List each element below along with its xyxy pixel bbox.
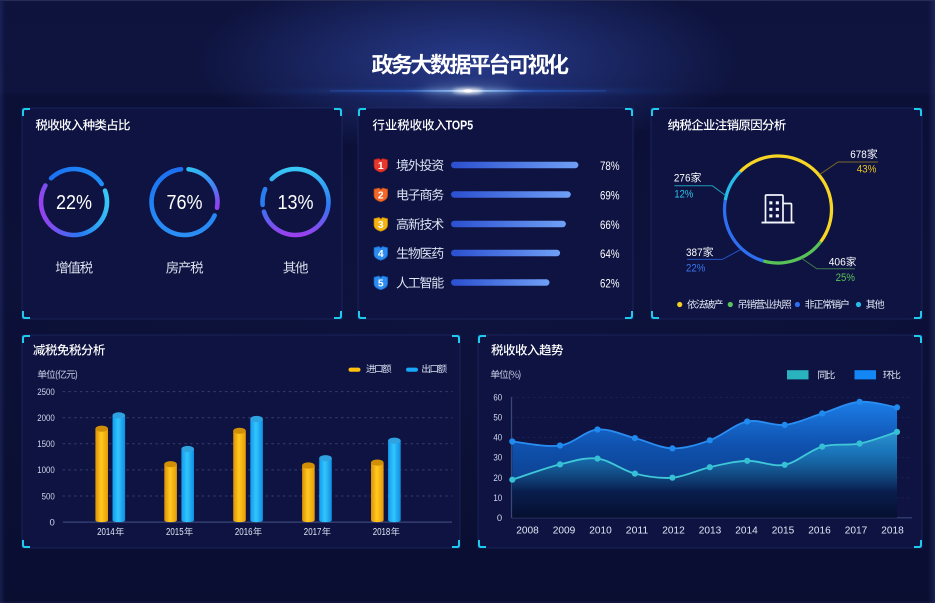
svg-text:4: 4 (378, 249, 384, 260)
svg-text:69%: 69% (600, 190, 620, 202)
svg-text:2017: 2017 (304, 527, 322, 538)
svg-text:0: 0 (497, 513, 502, 524)
svg-text:2017: 2017 (845, 525, 868, 536)
svg-text:22%: 22% (686, 263, 705, 275)
svg-text:2: 2 (378, 191, 384, 202)
svg-text:25%: 25% (836, 272, 855, 284)
svg-text:2012: 2012 (662, 525, 685, 536)
svg-text:406: 406 (829, 257, 846, 269)
svg-text:1500: 1500 (37, 439, 55, 450)
svg-text:13%: 13% (278, 192, 314, 214)
svg-text:2008: 2008 (516, 525, 539, 536)
svg-text:1: 1 (378, 161, 384, 172)
svg-text:62%: 62% (600, 278, 620, 290)
svg-text:2018: 2018 (373, 527, 391, 538)
svg-text:500: 500 (42, 491, 55, 502)
svg-text:2009: 2009 (553, 525, 576, 536)
svg-text:20: 20 (493, 473, 502, 484)
svg-text:276: 276 (674, 173, 691, 185)
svg-text:387: 387 (686, 247, 703, 259)
svg-text:40: 40 (493, 433, 502, 444)
svg-text:43%: 43% (857, 163, 877, 175)
svg-text:60: 60 (493, 392, 502, 403)
svg-text:2018: 2018 (881, 525, 904, 536)
svg-text:22%: 22% (56, 192, 92, 214)
svg-text:1000: 1000 (37, 465, 55, 476)
svg-text:2016: 2016 (808, 525, 831, 536)
svg-text:50: 50 (493, 413, 502, 424)
svg-text:64%: 64% (600, 249, 620, 261)
svg-text:66%: 66% (600, 220, 620, 232)
svg-text:2016: 2016 (235, 527, 253, 538)
svg-text:10: 10 (493, 493, 502, 504)
svg-text:78%: 78% (600, 161, 620, 173)
svg-text:2015: 2015 (772, 525, 795, 536)
svg-text:TOP5: TOP5 (446, 119, 474, 133)
svg-text:3: 3 (378, 220, 384, 231)
svg-text:2010: 2010 (589, 525, 612, 536)
svg-text:2011: 2011 (626, 525, 649, 536)
svg-text:2015: 2015 (166, 527, 184, 538)
svg-text:2014: 2014 (735, 525, 758, 536)
svg-text:2500: 2500 (37, 387, 55, 398)
svg-text:5: 5 (378, 279, 384, 290)
svg-text:678: 678 (850, 149, 867, 161)
svg-text:30: 30 (493, 453, 502, 464)
svg-text:2013: 2013 (699, 525, 722, 536)
svg-text:0: 0 (50, 517, 55, 528)
svg-text:12%: 12% (674, 188, 693, 200)
svg-text:2014: 2014 (97, 527, 115, 538)
svg-text:76%: 76% (167, 192, 203, 214)
svg-text:2000: 2000 (37, 413, 55, 424)
